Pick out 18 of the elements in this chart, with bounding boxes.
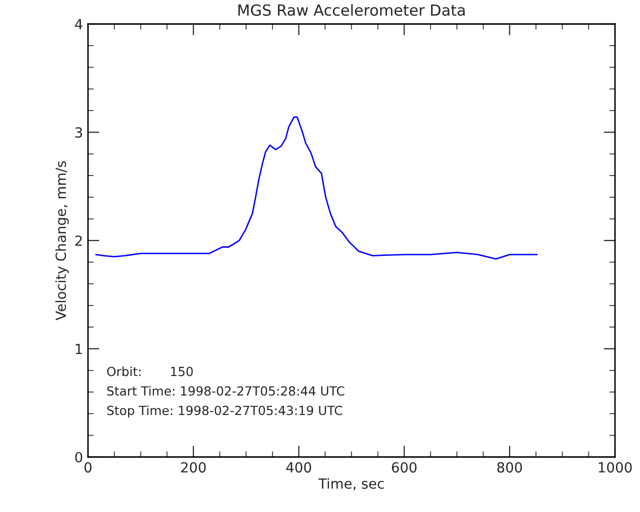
- x-tick-label: 400: [286, 462, 312, 473]
- y-tick-label: 2: [75, 235, 82, 246]
- x-tick-label: 1000: [598, 462, 632, 473]
- annotation: Orbit: 150: [107, 366, 193, 376]
- line-series: [95, 116, 538, 260]
- x-tick-label: 0: [84, 462, 92, 473]
- annotation: Stop Time: 1998-02-27T05:43:19 UTC: [107, 405, 342, 418]
- y-tick-label: 1: [76, 344, 82, 354]
- y-axis-title: Velocity Change, mm/s: [55, 161, 69, 320]
- y-tick-label: 0: [75, 452, 82, 462]
- annotation: Start Time: 1998-02-27T05:28:44 UTC: [107, 386, 344, 396]
- y-tick-label: 3: [75, 127, 82, 138]
- x-tick-label: 800: [497, 462, 522, 473]
- x-tick-label: 600: [392, 462, 417, 473]
- y-tick-label: 4: [74, 19, 82, 30]
- chart-title: MGS Raw Accelerometer Data: [238, 4, 465, 16]
- x-tick-label: 200: [181, 462, 206, 473]
- x-axis-title: Time, sec: [318, 478, 384, 490]
